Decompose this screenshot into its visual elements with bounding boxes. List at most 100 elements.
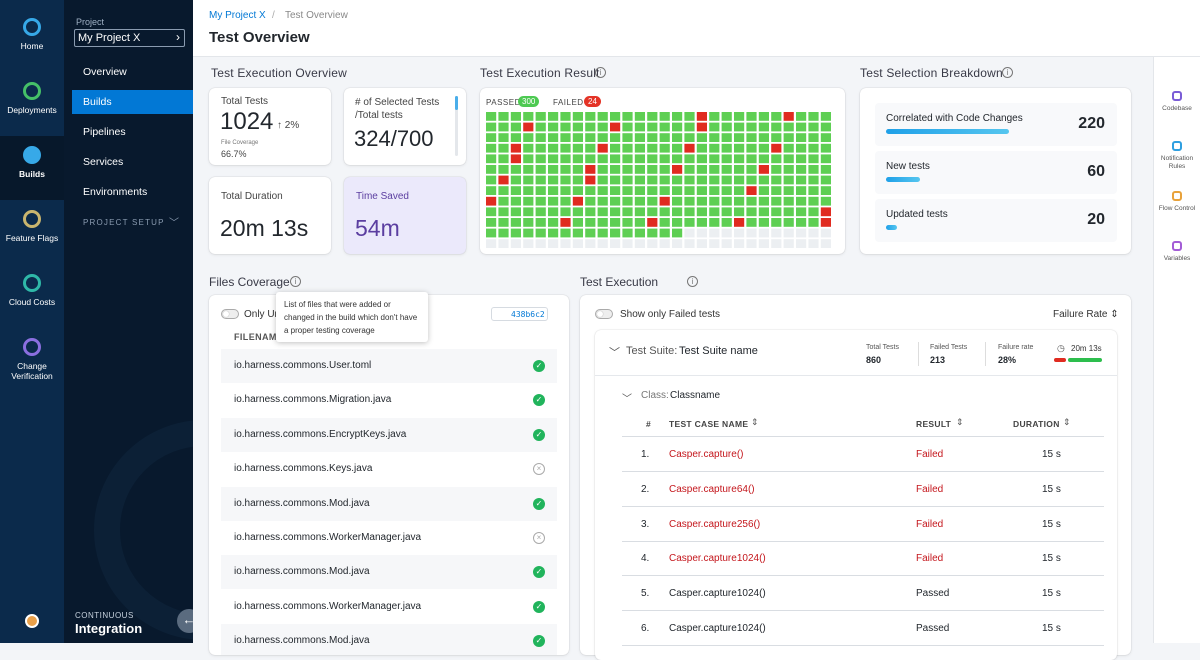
divider: [985, 342, 986, 366]
test-cell: [684, 186, 695, 195]
file-row[interactable]: io.harness.commons.WorkerManager.java ✓: [221, 589, 557, 624]
nav-item[interactable]: Feature Flags: [0, 200, 64, 264]
collapse-button[interactable]: ←: [177, 609, 193, 633]
test-row[interactable]: 6. Casper.capture1024() Passed 15 s: [622, 612, 1104, 646]
test-cell: [672, 165, 683, 174]
test-result: Failed: [916, 518, 944, 530]
test-cell: [796, 218, 807, 227]
breadcrumb-link[interactable]: My Project X: [209, 10, 266, 21]
test-cell: [647, 143, 658, 153]
sort-icon[interactable]: ⇕: [751, 417, 759, 427]
rail-item[interactable]: Flow Control: [1154, 191, 1200, 231]
file-row[interactable]: io.harness.commons.Keys.java ×: [221, 452, 557, 487]
test-cell: [634, 239, 645, 248]
nav-item[interactable]: Deployments: [0, 72, 64, 136]
test-row[interactable]: 4. Casper.capture1024() Failed 15 s: [622, 542, 1104, 577]
test-row[interactable]: 1. Casper.capture() Failed 15 s: [622, 438, 1104, 472]
user-avatar[interactable]: [25, 614, 39, 628]
nav-item[interactable]: Home: [0, 8, 64, 72]
test-row[interactable]: 2. Casper.capture64() Failed 15 s: [622, 473, 1104, 507]
test-cell: [585, 122, 596, 132]
sidebar-item[interactable]: Pipelines: [72, 120, 193, 144]
test-cell: [659, 133, 670, 142]
test-cell: [696, 122, 707, 132]
section-title: Test Execution: [580, 275, 659, 289]
sidebar-item[interactable]: Services: [72, 150, 193, 174]
commit-badge[interactable]: 438b6c2: [491, 307, 548, 321]
test-cell: [721, 186, 732, 195]
rail-item[interactable]: Variables: [1154, 241, 1200, 281]
test-name: Casper.capture1024(): [669, 588, 766, 600]
test-cell: [510, 175, 521, 185]
file-row[interactable]: io.harness.commons.User.toml ✓: [221, 349, 557, 383]
covered-icon: ✓: [533, 394, 545, 407]
test-cell: [808, 154, 819, 164]
test-cell: [585, 186, 596, 195]
toggle[interactable]: [595, 309, 613, 319]
test-row[interactable]: 5. Casper.capture1024() Passed 15 s: [622, 577, 1104, 612]
sort-icon[interactable]: ⇕: [956, 417, 964, 427]
test-cell: [746, 186, 757, 195]
breakdown-bar: [886, 177, 920, 182]
file-row[interactable]: io.harness.commons.WorkerManager.java ×: [221, 521, 557, 555]
test-cell: [535, 239, 546, 248]
nav-item[interactable]: Cloud Costs: [0, 264, 64, 328]
chevron[interactable]: ﹀: [609, 347, 620, 359]
sort-icon[interactable]: ⇕: [1063, 417, 1071, 427]
nav-item[interactable]: Builds: [0, 136, 64, 200]
test-cell: [734, 154, 745, 164]
sort-select[interactable]: Failure Rate ⇕: [1053, 309, 1119, 320]
test-cell: [820, 112, 831, 121]
file-row[interactable]: io.harness.commons.EncryptKeys.java ✓: [221, 417, 557, 452]
info-icon[interactable]: i: [290, 276, 301, 287]
sidebar-item[interactable]: Environments: [72, 180, 193, 204]
test-cell: [622, 175, 633, 185]
test-grid: [486, 112, 831, 248]
toggle[interactable]: [221, 309, 239, 319]
column-header[interactable]: DURATION: [1013, 419, 1060, 429]
nav-item[interactable]: Change Verification: [0, 328, 64, 392]
test-cell: [647, 186, 658, 195]
test-name: Casper.capture1024(): [669, 623, 766, 634]
test-cell: [523, 186, 534, 195]
sidebar-item[interactable]: Overview: [72, 60, 193, 84]
covered-icon: ✓: [533, 600, 545, 613]
chevron[interactable]: ﹀: [622, 394, 632, 405]
breakdown-item[interactable]: Correlated with Code Changes 220: [875, 103, 1117, 146]
test-cell: [535, 122, 546, 132]
breakdown-item[interactable]: Updated tests 20: [875, 199, 1117, 242]
info-icon[interactable]: i: [595, 67, 606, 78]
info-icon[interactable]: i: [687, 276, 698, 287]
nav-label: Feature Flags: [5, 233, 59, 243]
section-label[interactable]: PROJECT SETUP: [83, 218, 165, 227]
test-cell: [758, 143, 769, 153]
rail-item[interactable]: Codebase: [1154, 91, 1200, 131]
project-select[interactable]: My Project X ›: [74, 29, 185, 47]
file-row[interactable]: io.harness.commons.Mod.java ✓: [221, 555, 557, 590]
column-header[interactable]: RESULT: [916, 419, 952, 429]
test-cell: [820, 207, 831, 217]
breakdown-item[interactable]: New tests 60: [875, 151, 1117, 194]
file-row[interactable]: io.harness.commons.Mod.java ✓: [221, 486, 557, 521]
test-cell: [610, 239, 621, 248]
test-cell: [746, 122, 757, 132]
row-index: 1.: [641, 449, 650, 460]
rail-item[interactable]: Notification Rules: [1154, 141, 1200, 181]
test-cell: [647, 207, 658, 217]
covered-icon: ✓: [533, 360, 545, 372]
test-cell: [622, 143, 633, 153]
test-cell: [572, 154, 583, 164]
info-icon[interactable]: i: [1002, 67, 1013, 78]
test-cell: [510, 154, 521, 164]
test-cell: [696, 218, 707, 227]
file-row[interactable]: io.harness.commons.Mod.java ✓: [221, 624, 557, 655]
file-row[interactable]: io.harness.commons.Migration.java ✓: [221, 383, 557, 418]
column-header[interactable]: TEST CASE NAME: [669, 419, 749, 429]
test-cell: [758, 218, 769, 227]
test-cell: [548, 165, 559, 174]
test-cell: [560, 112, 571, 121]
test-cell: [548, 154, 559, 164]
test-row[interactable]: 3. Casper.capture256() Failed 15 s: [622, 508, 1104, 542]
sidebar-item[interactable]: Builds: [72, 90, 193, 114]
test-cell: [610, 186, 621, 195]
